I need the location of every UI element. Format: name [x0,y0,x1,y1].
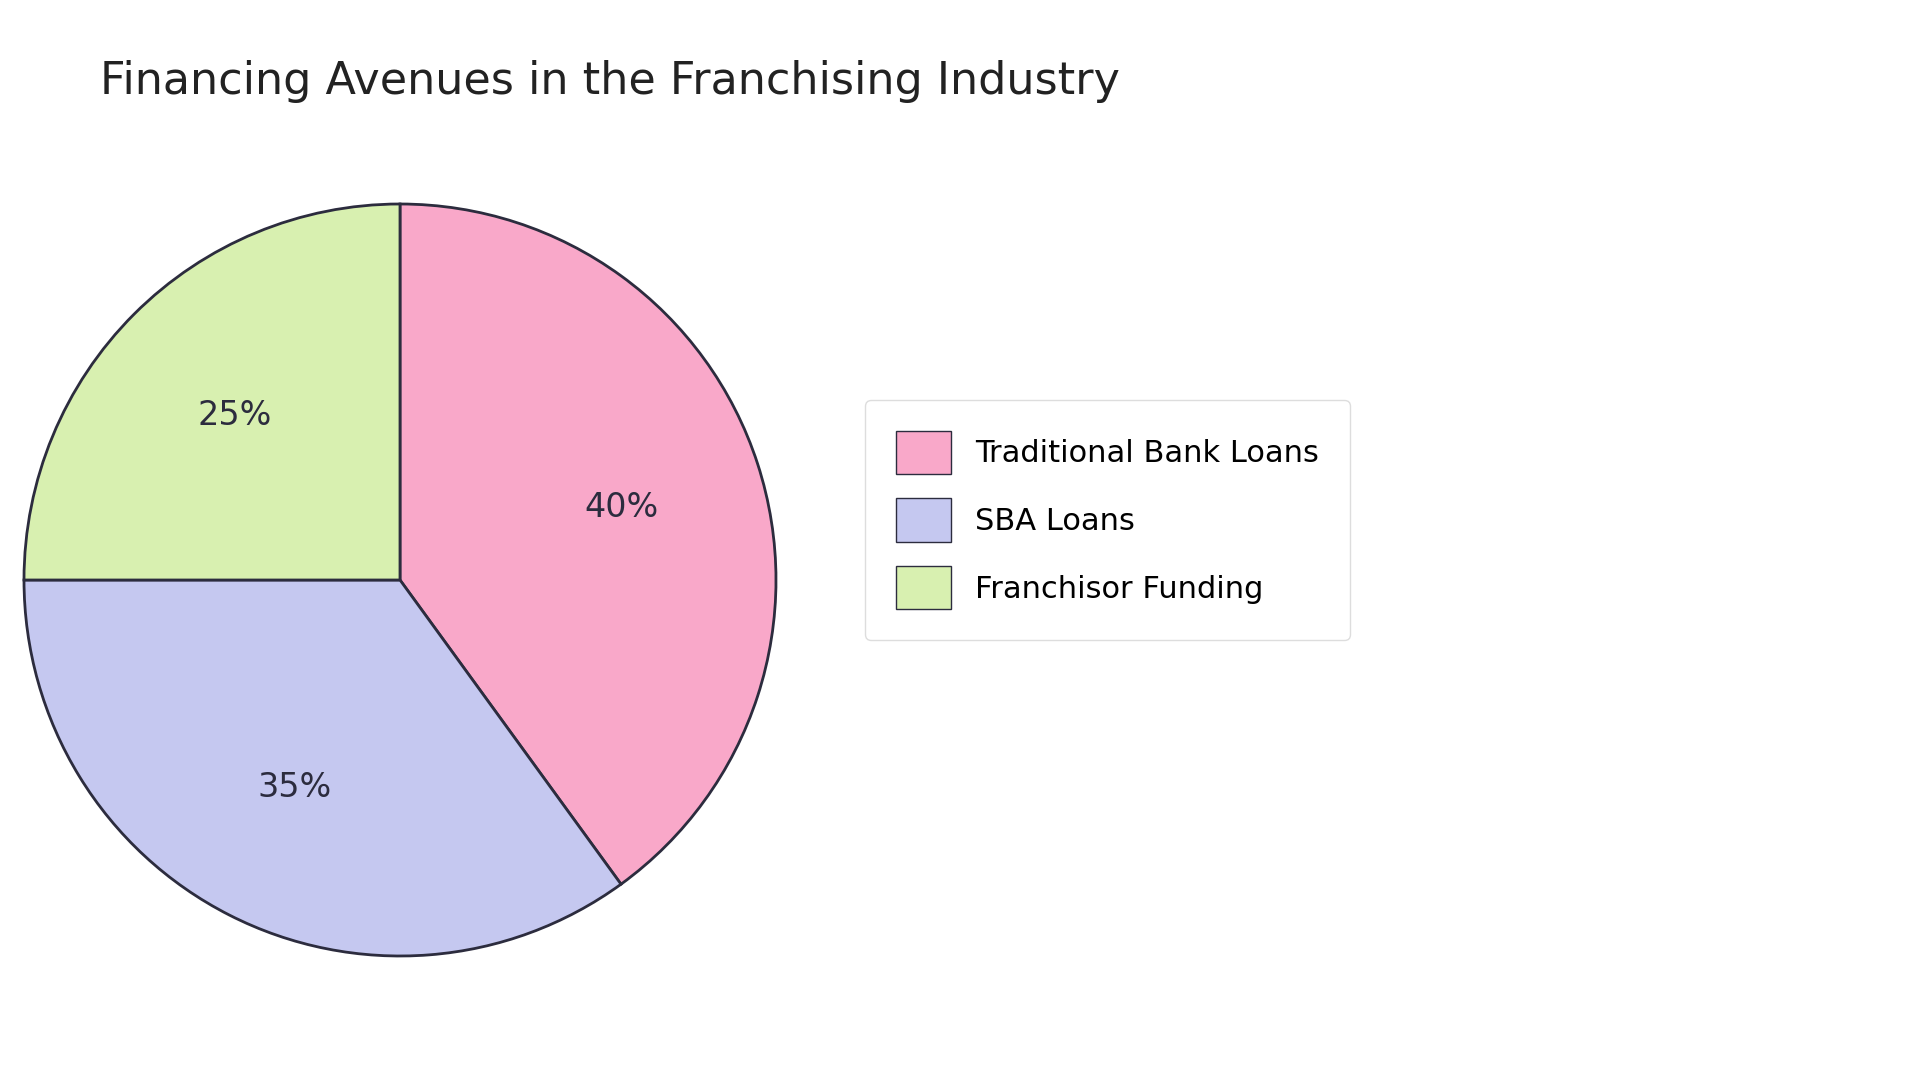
Legend: Traditional Bank Loans, SBA Loans, Franchisor Funding: Traditional Bank Loans, SBA Loans, Franc… [866,401,1350,639]
Wedge shape [399,204,776,885]
Text: 35%: 35% [257,771,332,805]
Text: 25%: 25% [198,399,273,432]
Text: 40%: 40% [584,491,659,525]
Wedge shape [23,580,620,956]
Wedge shape [23,204,399,580]
Text: Financing Avenues in the Franchising Industry: Financing Avenues in the Franchising Ind… [100,60,1119,103]
